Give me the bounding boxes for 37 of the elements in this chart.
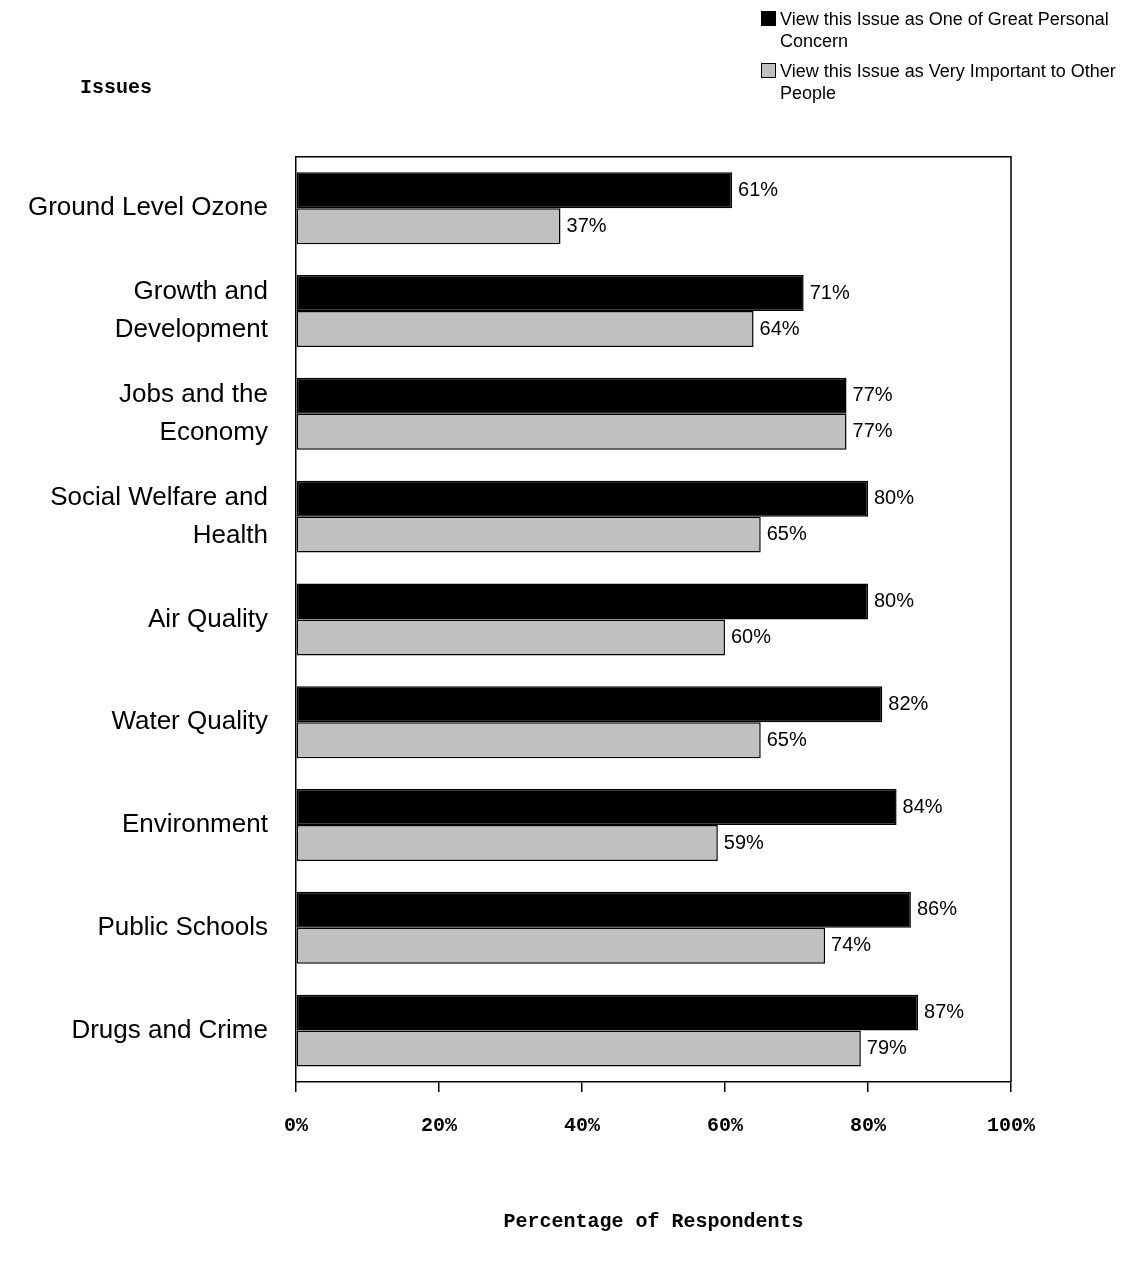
data-label: 71%: [809, 280, 850, 303]
y-tick-label: Social Welfare and Health: [50, 480, 268, 549]
data-label: 80%: [873, 588, 915, 611]
data-label: 86%: [916, 897, 958, 920]
data-label: 77%: [852, 419, 893, 442]
y-axis-title: Issues: [80, 76, 153, 99]
x-axis-title: Percentage of Respondents: [503, 1210, 804, 1234]
data-label: 74%: [831, 933, 872, 956]
x-tick-label: 40%: [563, 1114, 601, 1138]
x-tick-label: 80%: [849, 1114, 887, 1138]
y-tick-label: Growth and Development: [114, 275, 269, 344]
y-tick-label: Air Quality: [148, 602, 268, 633]
data-label: 61%: [738, 177, 779, 200]
data-label: 64%: [759, 316, 800, 339]
y-tick-label: Ground Level Ozone: [27, 191, 268, 222]
x-tick-label: 100%: [986, 1114, 1036, 1138]
legend-label: View this Issue as Very Important to Other People: [780, 60, 1117, 104]
data-label: 87%: [924, 1000, 965, 1023]
y-tick-label: Jobs and the Economy: [119, 378, 268, 446]
y-tick-label: Water Quality: [111, 705, 268, 736]
data-label: 79%: [866, 1036, 908, 1059]
x-tick-label: 60%: [706, 1114, 744, 1138]
x-tick-label: 20%: [420, 1114, 458, 1138]
x-tick-label: 0%: [283, 1114, 309, 1138]
y-tick-label: Public Schools: [97, 910, 268, 941]
data-label: 65%: [766, 727, 807, 750]
y-tick-label: Drugs and Crime: [71, 1013, 268, 1044]
data-label: 77%: [852, 383, 893, 406]
legend-label: View this Issue as One of Great Personal Concern: [780, 8, 1110, 52]
y-tick-label: Environment: [121, 808, 269, 839]
data-label: 65%: [766, 522, 807, 545]
data-label: 80%: [873, 486, 915, 509]
data-label: 84%: [902, 794, 943, 817]
data-label: 37%: [566, 213, 607, 236]
data-label: 82%: [888, 691, 929, 714]
data-label: 60%: [730, 624, 772, 647]
data-label: 59%: [723, 830, 765, 853]
